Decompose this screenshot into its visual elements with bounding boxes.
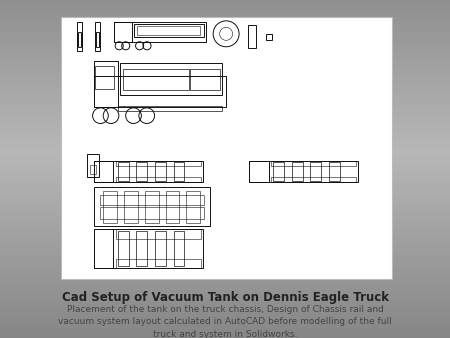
Bar bbox=[99, 195, 204, 205]
Bar bbox=[174, 231, 184, 266]
Bar bbox=[114, 22, 206, 42]
Bar bbox=[87, 154, 99, 177]
Bar bbox=[273, 162, 284, 181]
Bar bbox=[155, 231, 166, 266]
Bar bbox=[118, 162, 129, 181]
Bar bbox=[61, 17, 392, 279]
Bar bbox=[329, 162, 340, 181]
Bar bbox=[116, 177, 201, 182]
Bar bbox=[118, 231, 129, 266]
Text: Placement of the tank on the truck chassis, Design of Chassis rail and
vacuum sy: Placement of the tank on the truck chass… bbox=[58, 305, 392, 338]
Bar bbox=[137, 26, 200, 35]
Bar bbox=[120, 63, 222, 95]
Bar bbox=[136, 162, 147, 181]
Bar bbox=[94, 76, 226, 106]
Bar bbox=[95, 22, 100, 51]
Bar bbox=[249, 161, 358, 182]
Bar bbox=[78, 32, 81, 47]
Bar bbox=[77, 22, 82, 51]
Bar bbox=[95, 66, 114, 89]
Bar bbox=[134, 24, 203, 37]
Bar bbox=[94, 229, 203, 268]
Bar bbox=[136, 231, 147, 266]
Bar bbox=[99, 207, 204, 219]
Bar bbox=[271, 161, 356, 166]
Bar bbox=[124, 191, 138, 222]
Bar bbox=[117, 106, 222, 111]
Bar bbox=[271, 177, 356, 182]
Bar bbox=[116, 161, 201, 166]
Bar bbox=[155, 162, 166, 181]
Bar bbox=[292, 162, 303, 181]
Bar bbox=[145, 191, 159, 222]
Bar bbox=[249, 161, 269, 182]
Bar bbox=[186, 191, 200, 222]
Bar bbox=[310, 162, 321, 181]
Bar bbox=[94, 229, 113, 268]
Bar bbox=[166, 191, 180, 222]
Bar bbox=[114, 22, 132, 42]
Bar bbox=[116, 259, 201, 268]
Bar bbox=[248, 25, 256, 48]
Bar bbox=[266, 34, 272, 41]
Text: Cad Setup of Vacuum Tank on Dennis Eagle Truck: Cad Setup of Vacuum Tank on Dennis Eagle… bbox=[62, 291, 388, 304]
Bar bbox=[94, 161, 113, 182]
Bar bbox=[103, 191, 117, 222]
Bar bbox=[94, 161, 203, 182]
Bar bbox=[190, 69, 220, 90]
Bar bbox=[94, 187, 210, 226]
Bar bbox=[116, 229, 201, 239]
Bar bbox=[174, 162, 184, 181]
Bar bbox=[96, 32, 99, 47]
Bar bbox=[94, 62, 117, 106]
Bar bbox=[90, 165, 96, 174]
Bar bbox=[123, 69, 189, 90]
